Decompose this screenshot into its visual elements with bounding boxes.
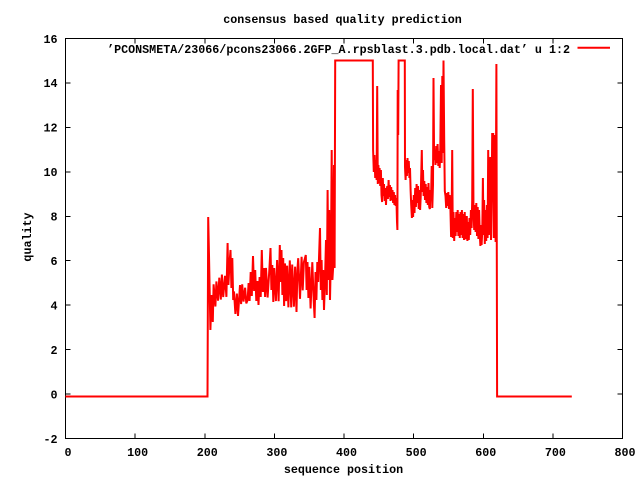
svg-text:10: 10 xyxy=(43,166,57,180)
svg-text:500: 500 xyxy=(406,446,427,460)
svg-text:8: 8 xyxy=(50,211,57,225)
svg-text:consensus based quality predic: consensus based quality prediction xyxy=(223,13,461,27)
svg-text:-2: -2 xyxy=(43,433,57,447)
svg-text:12: 12 xyxy=(43,122,57,136)
svg-text:600: 600 xyxy=(475,446,496,460)
svg-text:16: 16 xyxy=(43,33,57,47)
svg-text:100: 100 xyxy=(127,446,148,460)
svg-text:700: 700 xyxy=(545,446,566,460)
svg-text:6: 6 xyxy=(50,255,57,269)
svg-text:0: 0 xyxy=(64,446,71,460)
svg-text:’PCONSMETA/23066/pcons23066.2G: ’PCONSMETA/23066/pcons23066.2GFP_A.rpsbl… xyxy=(107,43,570,57)
svg-text:4: 4 xyxy=(50,300,57,314)
svg-text:2: 2 xyxy=(50,344,57,358)
svg-text:400: 400 xyxy=(336,446,357,460)
svg-text:sequence position: sequence position xyxy=(284,463,403,477)
svg-text:14: 14 xyxy=(43,77,57,91)
svg-text:800: 800 xyxy=(614,446,635,460)
svg-text:quality: quality xyxy=(21,212,35,261)
svg-text:0: 0 xyxy=(50,388,57,402)
svg-text:300: 300 xyxy=(266,446,287,460)
svg-text:200: 200 xyxy=(197,446,218,460)
